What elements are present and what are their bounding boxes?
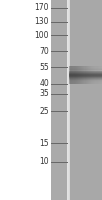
Bar [88,66,89,84]
Bar [77,66,78,84]
Bar [101,66,102,84]
Bar [96,66,98,84]
Bar [78,66,79,84]
Bar [69,83,102,84]
Bar [89,66,90,84]
Text: 130: 130 [34,18,49,26]
Text: 10: 10 [39,158,49,166]
Bar [69,75,102,76]
Bar [69,68,102,69]
Bar [73,66,74,84]
Bar [69,79,102,80]
Bar [69,0,102,200]
Bar [69,81,102,82]
Bar [69,80,102,81]
Bar [69,72,102,73]
Text: 40: 40 [39,79,49,88]
Bar [85,66,87,84]
Text: 70: 70 [39,46,49,55]
Bar [84,66,85,84]
Bar [83,66,84,84]
Bar [93,66,94,84]
Bar [76,66,77,84]
Bar [69,77,102,78]
Bar [69,73,102,74]
Bar [91,66,92,84]
Bar [94,66,95,84]
Bar [74,66,76,84]
Bar [69,66,102,67]
Bar [69,78,102,79]
Bar [81,66,82,84]
Bar [69,76,102,77]
Text: 55: 55 [39,62,49,72]
Bar [71,66,72,84]
Bar [69,82,102,83]
Bar [69,71,102,72]
Text: 100: 100 [34,30,49,40]
Bar [100,66,101,84]
Bar [69,74,102,75]
Bar [82,66,83,84]
Bar [69,66,70,84]
Bar [69,69,102,70]
Bar [79,66,80,84]
Text: 15: 15 [39,138,49,148]
Bar [92,66,93,84]
Text: 35: 35 [39,90,49,98]
Bar [87,66,88,84]
Text: 25: 25 [39,106,49,116]
Bar [90,66,91,84]
Bar [80,66,81,84]
Bar [99,66,100,84]
Bar [98,66,99,84]
Bar [51,0,67,200]
Bar [69,67,102,68]
Text: 170: 170 [34,3,49,12]
Bar [72,66,73,84]
Bar [70,66,71,84]
Bar [69,70,102,71]
Bar [95,66,96,84]
